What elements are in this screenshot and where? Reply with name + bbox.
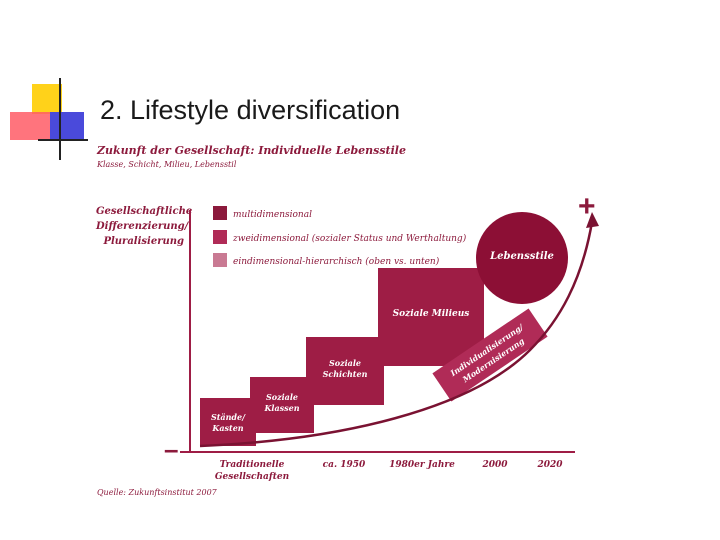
- x-tick-1980er: 1980er Jahre: [389, 460, 455, 470]
- figure-subheading: Klasse, Schicht, Milieu, Lebensstil: [97, 160, 237, 169]
- stage-box-milieus: [378, 268, 484, 366]
- y-axis-label: Gesellschaftliche Differenzierung/ Plura…: [96, 206, 193, 247]
- stage-label-schichten-2: Schichten: [323, 369, 368, 379]
- logo-red-square: [10, 112, 54, 140]
- growth-curve-arrowhead: [586, 212, 599, 228]
- legend-label-eindimensional: eindimensional-hierarchisch (oben vs. un…: [233, 256, 440, 267]
- stage-label-klassen-1: Soziale: [266, 392, 298, 402]
- x-tick-2020: 2020: [536, 460, 563, 470]
- stage-boxes: Stände/ Kasten Soziale Klassen Soziale S…: [200, 268, 484, 446]
- growth-curve: [199, 221, 594, 448]
- figure-heading: Zukunft der Gesellschaft: Individuelle L…: [97, 144, 406, 157]
- lebensstile-circle: [476, 212, 568, 304]
- legend-label-multidimensional: multidimensional: [233, 210, 312, 220]
- banner-shape: [432, 308, 548, 402]
- stage-label-milieus: Soziale Milieus: [393, 309, 470, 319]
- stage-box-staende: [200, 398, 256, 446]
- x-tick-1950: ca. 1950: [323, 460, 366, 470]
- presentation-logo: [10, 78, 88, 160]
- source-note: Quelle: Zukunftsinstitut 2007: [97, 488, 217, 497]
- logo-yellow-square: [32, 84, 62, 114]
- minus-sign: –: [164, 434, 178, 464]
- x-tick-2000: 2000: [481, 460, 508, 470]
- legend-label-zweidimensional: zweidimensional (sozialer Status und Wer…: [232, 233, 467, 244]
- stage-label-staende-2: Kasten: [211, 423, 243, 433]
- stage-label-schichten-1: Soziale: [329, 358, 361, 368]
- stage-label-staende-1: Stände/: [211, 412, 246, 422]
- lebensstile-label: Lebensstile: [489, 251, 554, 262]
- stage-box-schichten: [306, 337, 384, 405]
- x-tick-traditionelle-2: Gesellschaften: [215, 472, 289, 482]
- legend: multidimensional zweidimensional (sozial…: [213, 206, 467, 267]
- legend-swatch-multidimensional: [213, 206, 227, 220]
- legend-swatch-eindimensional: [213, 253, 227, 267]
- stage-box-klassen: [250, 377, 314, 433]
- legend-swatch-zweidimensional: [213, 230, 227, 244]
- slide-title: 2. Lifestyle diversification: [100, 95, 401, 125]
- stage-label-klassen-2: Klassen: [263, 403, 299, 413]
- x-axis-ticks: Traditionelle Gesellschaften ca. 1950 19…: [215, 460, 563, 482]
- x-tick-traditionelle-1: Traditionelle: [220, 460, 285, 470]
- logo-blue-square: [50, 112, 84, 140]
